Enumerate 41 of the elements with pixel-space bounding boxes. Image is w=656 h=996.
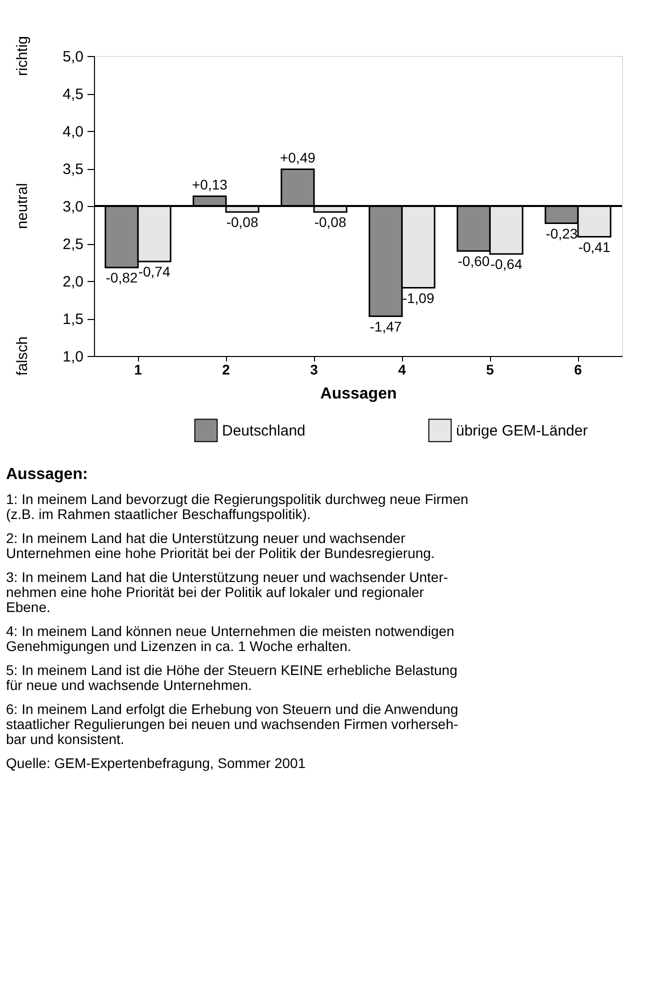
data-label: -0,82 (106, 270, 138, 286)
y-tick-label: 3,0 (62, 198, 84, 216)
text: 3: In meinem Land hat die Unterstützung neuer und wachsender Unter- nehmen eine hohe Priorität bei der Politik auf lokaler und regionaler Ebene. (6, 569, 448, 615)
x-tick-label: 3 (310, 362, 318, 378)
y-tick-label: 1,5 (62, 311, 84, 328)
x-tick-label: 1 (134, 362, 142, 378)
text: 6: In meinem Land erfolgt die Erhebung von Steuern und die Anwendung staatlicher Regulierungen bei neuen und wachsenden Firmen vorherseh- bar und konsistent. (6, 701, 458, 747)
text: 2: In meinem Land hat die Unterstützung neuer und wachsender Unternehmen eine hohe Priorität bei der Politik der Bundesregierung. (6, 530, 435, 561)
y-tick-label: 2,0 (62, 274, 84, 290)
data-label: +0,49 (280, 149, 316, 166)
data-label: -0,08 (314, 214, 346, 230)
data-label: -0,08 (226, 214, 258, 230)
data-label: -1,47 (370, 318, 402, 334)
x-axis-title: Aussagen (320, 386, 397, 402)
legend-label: übrige GEM-Länder (456, 422, 588, 440)
y-tick-label: 4,5 (62, 86, 84, 103)
text: richtig (14, 36, 31, 76)
x-tick-label: 2 (222, 362, 230, 378)
text: Aussagen: (6, 466, 88, 483)
text: falsch (14, 336, 31, 376)
data-label: -0,74 (138, 264, 170, 280)
y-tick-label: 5,0 (62, 48, 84, 66)
data-label: -0,64 (490, 256, 522, 272)
data-label: -0,41 (578, 238, 610, 255)
data-label: -0,60 (458, 253, 490, 269)
data-label: +0,13 (192, 176, 228, 192)
text: 4: In meinem Land können neue Unternehmen die meisten notwendigen Genehmigungen und Lizenzen in ca. 1 Woche erhalten. (6, 623, 454, 654)
text: 5: In meinem Land ist die Höhe der Steuern KEINE erhebliche Belastung für neue und wachsende Unternehmen. (6, 662, 458, 693)
data-label: -0,23 (546, 225, 578, 242)
y-tick-label: 3,5 (62, 161, 84, 178)
x-tick-label: 6 (574, 362, 582, 378)
data-label: -1,09 (402, 290, 434, 306)
legend-label: Deutschland (222, 422, 306, 440)
y-tick-label: 4,0 (62, 124, 84, 140)
source-note: Quelle: GEM-Expertenbefragung, Sommer 2001 (6, 755, 306, 771)
text: neutral (14, 183, 31, 229)
y-tick-label: 1,0 (62, 348, 84, 366)
x-tick-label: 5 (486, 362, 494, 378)
y-tick-label: 2,5 (62, 236, 84, 253)
x-tick-label: 4 (398, 362, 406, 378)
text: 1: In meinem Land bevorzugt die Regierungspolitik durchweg neue Firmen (z.B. im Rahmen staatlicher Beschaffungspolitik). (6, 491, 468, 522)
